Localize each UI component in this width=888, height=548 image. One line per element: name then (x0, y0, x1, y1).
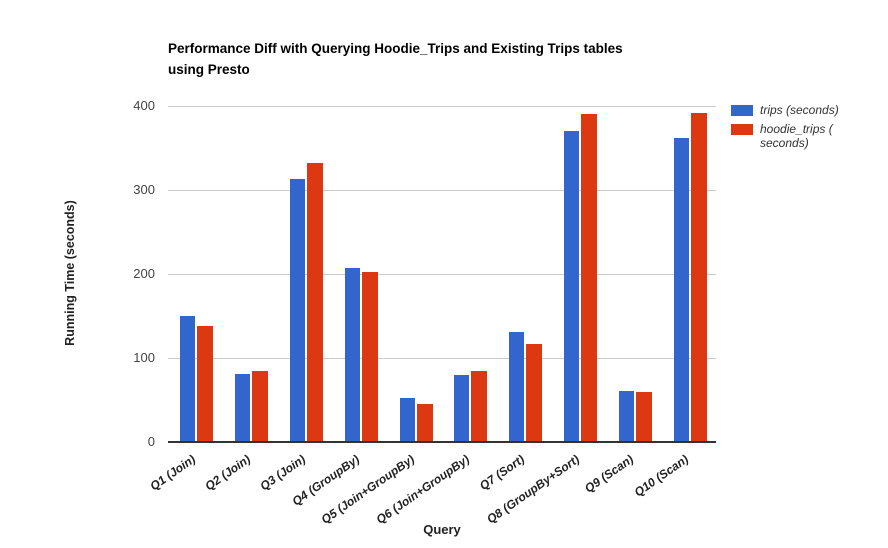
chart-title: Performance Diff with Querying Hoodie_Tr… (168, 38, 768, 80)
bar-group (606, 106, 661, 442)
bar (580, 114, 597, 442)
legend: trips (seconds) hoodie_trips (seconds) (731, 103, 881, 155)
x-axis-baseline (168, 441, 716, 443)
bar (252, 371, 269, 442)
bar (635, 391, 652, 442)
bar (180, 316, 196, 442)
bar (618, 390, 634, 442)
y-tick-label: 300 (133, 182, 155, 197)
bar (399, 398, 415, 442)
y-tick-label: 100 (133, 350, 155, 365)
bar (690, 112, 707, 442)
legend-label: trips (seconds) (760, 103, 839, 117)
plot-area (168, 106, 716, 443)
y-axis-title: Running Time (seconds) (63, 200, 77, 346)
y-tick-label: 200 (133, 266, 155, 281)
y-tick-label: 400 (133, 98, 155, 113)
bar-group (278, 106, 333, 442)
bar-group (168, 106, 223, 442)
y-tick-label: 0 (147, 434, 155, 449)
gridline-400 (168, 106, 716, 107)
bar (526, 343, 543, 442)
bar-group (552, 106, 607, 442)
chart-title-line2: using Presto (168, 62, 250, 77)
gridline-200 (168, 274, 716, 275)
bar (509, 331, 525, 442)
gridline-300 (168, 190, 716, 191)
bar (454, 374, 470, 442)
bar (673, 137, 689, 442)
bar (344, 268, 360, 442)
bar (563, 131, 579, 442)
bar-group (223, 106, 278, 442)
legend-item: hoodie_trips (seconds) (731, 122, 881, 150)
bar (197, 326, 214, 442)
bar-group (497, 106, 552, 442)
legend-swatch (731, 124, 753, 135)
bar-group (661, 106, 716, 442)
bar-group (332, 106, 387, 442)
bar (235, 373, 251, 442)
chart-title-line1: Performance Diff with Querying Hoodie_Tr… (168, 41, 623, 56)
legend-label: hoodie_trips (seconds) (760, 122, 833, 150)
bar (306, 163, 323, 442)
legend-item: trips (seconds) (731, 103, 881, 117)
bar (289, 179, 305, 442)
bar (361, 272, 378, 442)
x-axis-title: Query (423, 522, 461, 537)
bar (416, 404, 433, 442)
bar (471, 370, 488, 442)
legend-swatch (731, 105, 753, 116)
gridline-100 (168, 358, 716, 359)
bar-group (387, 106, 442, 442)
bar-group (442, 106, 497, 442)
